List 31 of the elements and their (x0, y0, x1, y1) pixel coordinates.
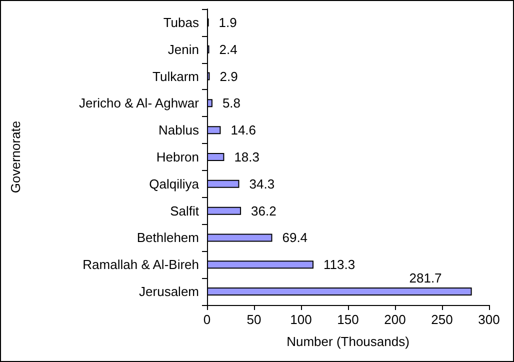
data-label: 14.6 (230, 122, 256, 138)
data-label: 5.8 (222, 96, 241, 111)
x-tick-label: 50 (246, 312, 262, 327)
y-axis-title: Governorate (8, 120, 23, 194)
y-tick-label: Salfit (170, 203, 200, 218)
y-tick-label: Jerusalem (139, 284, 199, 300)
x-tick-label: 200 (384, 312, 406, 327)
data-label: 34.3 (249, 176, 275, 192)
data-label: 18.3 (234, 150, 260, 164)
x-axis-title: Number (Thousands) (286, 334, 410, 349)
data-label: 281.7 (409, 270, 442, 286)
x-tick-label: 0 (203, 312, 211, 327)
y-tick-label: Nablus (158, 122, 200, 138)
x-tick-label: 250 (431, 312, 453, 327)
y-tick-label: Tubas (163, 14, 200, 30)
y-tick-label: Ramallah & Al-Bireh (82, 257, 199, 272)
y-tick-label: Jericho & Al- Aghwar (79, 96, 200, 111)
x-tick-label: 300 (478, 312, 500, 327)
y-tick-label: Tulkarm (152, 68, 199, 84)
y-tick-label: Qalqiliya (149, 176, 200, 192)
data-label: 113.3 (324, 257, 356, 272)
data-label: 2.4 (219, 42, 238, 57)
x-tick-label: 100 (290, 312, 312, 327)
y-tick-label: Bethlehem (136, 230, 199, 246)
y-tick-label: Jenin (168, 42, 199, 57)
y-tick-label: Hebron (156, 150, 199, 164)
data-label: 1.9 (218, 14, 237, 30)
data-label: 69.4 (282, 230, 308, 246)
data-label: 2.9 (220, 68, 238, 84)
data-label: 36.2 (251, 203, 276, 218)
x-tick-label: 150 (337, 312, 359, 327)
